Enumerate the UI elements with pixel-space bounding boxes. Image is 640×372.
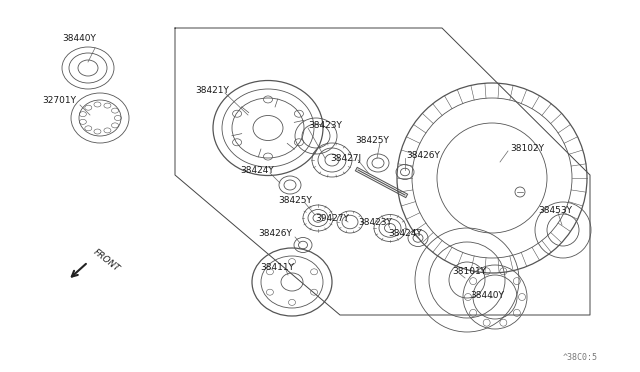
Text: 38421Y: 38421Y — [195, 86, 229, 94]
Text: ^38C0:5: ^38C0:5 — [563, 353, 598, 362]
Text: 38425Y: 38425Y — [278, 196, 312, 205]
Text: FRONT: FRONT — [92, 247, 122, 273]
Text: 39427Y: 39427Y — [315, 214, 349, 222]
Text: 38424Y: 38424Y — [240, 166, 274, 174]
Text: 38440Y: 38440Y — [62, 33, 96, 42]
Text: 38440Y: 38440Y — [470, 291, 504, 299]
Text: 38453Y: 38453Y — [538, 205, 572, 215]
Text: 38424Y: 38424Y — [388, 228, 422, 237]
Text: 38423Y: 38423Y — [308, 121, 342, 129]
Text: 38426Y: 38426Y — [406, 151, 440, 160]
Text: 38102Y: 38102Y — [510, 144, 544, 153]
Text: 38425Y: 38425Y — [355, 135, 389, 144]
Text: 38426Y: 38426Y — [258, 228, 292, 237]
Text: 38427J: 38427J — [330, 154, 361, 163]
Text: 38423Y: 38423Y — [358, 218, 392, 227]
Text: 32701Y: 32701Y — [42, 96, 76, 105]
Text: 38101Y: 38101Y — [452, 267, 486, 276]
Text: 38411Y: 38411Y — [260, 263, 294, 273]
